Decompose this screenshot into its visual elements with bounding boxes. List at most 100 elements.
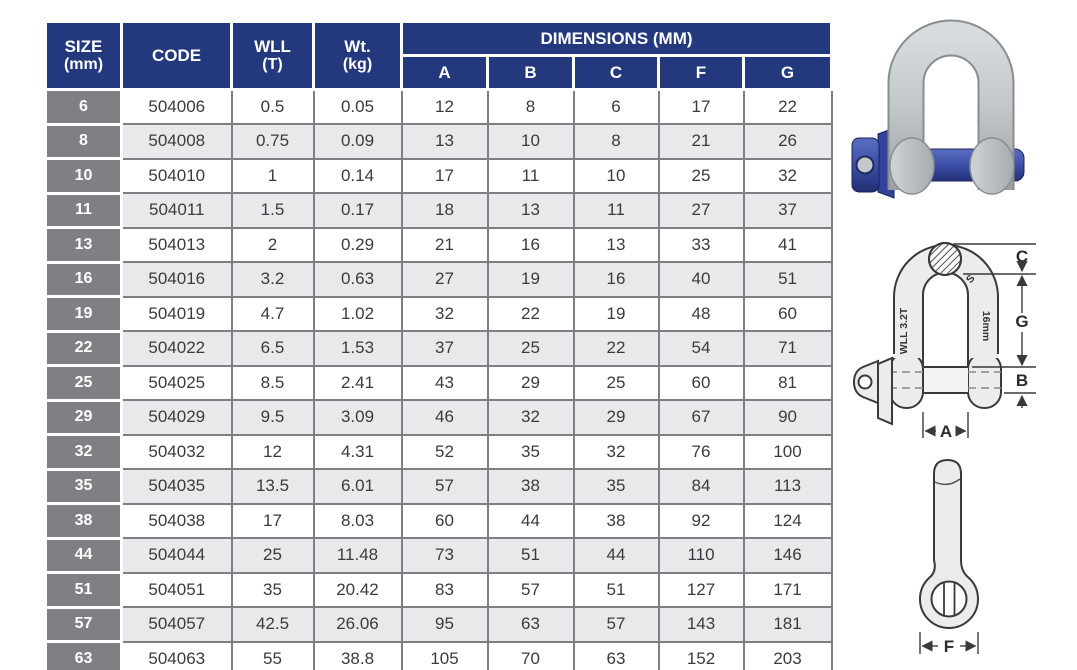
col-header-dim-g: G bbox=[741, 54, 834, 91]
col-header-wll: WLL (T) bbox=[230, 20, 315, 91]
value-cell: 13 bbox=[572, 226, 660, 263]
size-cell: 32 bbox=[44, 433, 123, 471]
value-cell: 17 bbox=[230, 502, 315, 539]
col-header-size: SIZE (mm) bbox=[44, 20, 123, 91]
value-cell: 60 bbox=[657, 364, 745, 401]
dimension-g: G bbox=[972, 274, 1036, 368]
value-cell: 37 bbox=[742, 192, 833, 229]
col-header-code: CODE bbox=[120, 20, 233, 91]
value-cell: 20.42 bbox=[312, 571, 403, 608]
dimension-c: C bbox=[953, 243, 1036, 275]
value-cell: 18 bbox=[400, 192, 489, 229]
dimension-a: A bbox=[922, 412, 969, 441]
value-cell: 38.8 bbox=[312, 640, 403, 670]
value-cell: 95 bbox=[400, 606, 489, 643]
size-cell: 57 bbox=[44, 605, 123, 643]
col-header-dim-c: C bbox=[572, 54, 660, 91]
value-cell: 33 bbox=[657, 226, 745, 263]
col-header-wll-line1: WLL bbox=[254, 36, 291, 56]
value-cell: 12 bbox=[230, 433, 315, 470]
size-cell: 10 bbox=[44, 157, 123, 195]
table-row: 11 504011 1.5 0.17 18 13 11 27 37 bbox=[44, 191, 833, 229]
dimension-label-c: C bbox=[1016, 247, 1028, 266]
value-cell: 1.53 bbox=[312, 330, 403, 367]
value-cell: 124 bbox=[742, 502, 833, 539]
value-cell: 11 bbox=[486, 157, 575, 194]
table-row: 57 504057 42.5 26.06 95 63 57 143 181 bbox=[44, 605, 833, 643]
value-cell: 203 bbox=[742, 640, 833, 670]
diagram-pin bbox=[852, 356, 1001, 426]
value-cell: 504016 bbox=[120, 261, 233, 298]
col-header-dim-b: B bbox=[486, 54, 575, 91]
value-cell: 181 bbox=[742, 606, 833, 643]
value-cell: 22 bbox=[742, 88, 833, 125]
value-cell: 504044 bbox=[120, 537, 233, 574]
value-cell: 504051 bbox=[120, 571, 233, 608]
diagram-right-eye bbox=[967, 352, 1002, 409]
value-cell: 35 bbox=[572, 468, 660, 505]
dimension-b: B bbox=[1004, 371, 1036, 408]
value-cell: 22 bbox=[572, 330, 660, 367]
value-cell: 100 bbox=[742, 433, 833, 470]
value-cell: 2 bbox=[230, 226, 315, 263]
value-cell: 19 bbox=[572, 295, 660, 332]
value-cell: 3.09 bbox=[312, 399, 403, 436]
value-cell: 11 bbox=[572, 192, 660, 229]
size-cell: 44 bbox=[44, 536, 123, 574]
table-row: 6 504006 0.5 0.05 12 8 6 17 22 bbox=[44, 88, 833, 126]
size-cell: 38 bbox=[44, 502, 123, 540]
value-cell: 504011 bbox=[120, 192, 233, 229]
value-cell: 35 bbox=[230, 571, 315, 608]
col-header-size-line2: (mm) bbox=[63, 56, 104, 74]
value-cell: 0.75 bbox=[230, 123, 315, 160]
value-cell: 60 bbox=[742, 295, 833, 332]
value-cell: 11.48 bbox=[312, 537, 403, 574]
table-row: 38 504038 17 8.03 60 44 38 92 124 bbox=[44, 502, 833, 540]
shackle-side-diagram: F bbox=[919, 458, 979, 656]
col-header-size-line1: SIZE bbox=[64, 36, 103, 56]
value-cell: 29 bbox=[572, 399, 660, 436]
value-cell: 8.5 bbox=[230, 364, 315, 401]
spec-table: SIZE (mm) CODE WLL (T) Wt. (kg) DIMENSIO… bbox=[44, 20, 834, 670]
value-cell: 143 bbox=[657, 606, 745, 643]
size-cell: 35 bbox=[44, 467, 123, 505]
table-row: 29 504029 9.5 3.09 46 32 29 67 90 bbox=[44, 398, 833, 436]
value-cell: 10 bbox=[486, 123, 575, 160]
value-cell: 32 bbox=[572, 433, 660, 470]
value-cell: 1.5 bbox=[230, 192, 315, 229]
value-cell: 8 bbox=[486, 88, 575, 125]
value-cell: 22 bbox=[486, 295, 575, 332]
value-cell: 4.7 bbox=[230, 295, 315, 332]
value-cell: 44 bbox=[572, 537, 660, 574]
value-cell: 92 bbox=[657, 502, 745, 539]
value-cell: 504019 bbox=[120, 295, 233, 332]
value-cell: 504006 bbox=[120, 88, 233, 125]
value-cell: 63 bbox=[572, 640, 660, 670]
value-cell: 1.02 bbox=[312, 295, 403, 332]
dimension-f: F bbox=[919, 632, 979, 656]
shackle-pin-head-photo bbox=[851, 137, 880, 193]
value-cell: 26.06 bbox=[312, 606, 403, 643]
diagram-bow-section bbox=[928, 242, 962, 276]
value-cell: 55 bbox=[230, 640, 315, 670]
value-cell: 44 bbox=[486, 502, 575, 539]
value-cell: 46 bbox=[400, 399, 489, 436]
value-cell: 51 bbox=[572, 571, 660, 608]
value-cell: 0.14 bbox=[312, 157, 403, 194]
diagram-pin-collar bbox=[877, 356, 893, 426]
value-cell: 17 bbox=[657, 88, 745, 125]
value-cell: 21 bbox=[400, 226, 489, 263]
value-cell: 13 bbox=[486, 192, 575, 229]
value-cell: 6.5 bbox=[230, 330, 315, 367]
table-row: 19 504019 4.7 1.02 32 22 19 48 60 bbox=[44, 295, 833, 333]
value-cell: 54 bbox=[657, 330, 745, 367]
size-cell: 29 bbox=[44, 398, 123, 436]
value-cell: 52 bbox=[400, 433, 489, 470]
value-cell: 3.2 bbox=[230, 261, 315, 298]
value-cell: 70 bbox=[486, 640, 575, 670]
value-cell: 41 bbox=[742, 226, 833, 263]
size-cell: 6 bbox=[44, 88, 123, 126]
value-cell: 6 bbox=[572, 88, 660, 125]
value-cell: 63 bbox=[486, 606, 575, 643]
value-cell: 0.17 bbox=[312, 192, 403, 229]
